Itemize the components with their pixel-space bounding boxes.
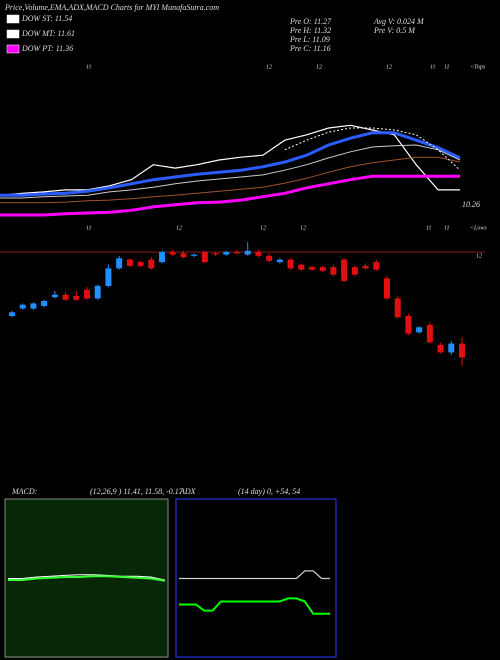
candle-body bbox=[201, 252, 208, 263]
series-line bbox=[0, 144, 461, 199]
legend-swatch bbox=[6, 14, 20, 24]
candle-body bbox=[30, 303, 37, 309]
candle-body bbox=[351, 267, 358, 275]
legend-swatch bbox=[6, 29, 20, 39]
series-line bbox=[284, 127, 461, 171]
macd-values: (12,26,9 ) 11.41, 11.58, -0.17 bbox=[90, 487, 184, 496]
legend-label: DOW MT: 11.61 bbox=[21, 29, 75, 38]
candle-body bbox=[148, 259, 155, 269]
tops-label: 11 bbox=[444, 64, 450, 70]
series-line bbox=[179, 597, 330, 615]
info: Pre L: 11.09 bbox=[289, 35, 330, 44]
candle-body bbox=[255, 252, 262, 256]
candle-body bbox=[212, 253, 219, 255]
candle-body bbox=[126, 259, 133, 266]
candle-body bbox=[62, 294, 69, 300]
lows-label: 12 bbox=[176, 225, 182, 231]
lows-label: 12 bbox=[300, 225, 306, 231]
tops-label: 12 bbox=[386, 64, 392, 70]
series-line bbox=[0, 156, 461, 204]
series-line bbox=[0, 174, 460, 217]
lows-label: 11 bbox=[86, 225, 92, 231]
candle-body bbox=[9, 312, 15, 317]
series-line bbox=[179, 570, 330, 580]
candle-body bbox=[266, 255, 273, 261]
candle-body bbox=[319, 267, 326, 271]
lows-label: <Lows bbox=[470, 225, 487, 231]
candle-body bbox=[191, 254, 198, 256]
tops-label: 12 bbox=[316, 64, 322, 70]
candle-body bbox=[426, 324, 433, 343]
lows-label: 11 bbox=[444, 225, 450, 231]
candle-body bbox=[84, 289, 90, 299]
last-value: 10.26 bbox=[462, 200, 480, 209]
adx-panel bbox=[175, 498, 337, 658]
candle-body bbox=[330, 267, 337, 275]
tops-label: 12 bbox=[266, 64, 272, 70]
legend: DOW ST: 11.54 DOW MT: 11.61 DOW PT: 11.36 bbox=[6, 14, 75, 54]
candle-body bbox=[73, 295, 80, 300]
candle-body bbox=[19, 304, 26, 309]
candle-body bbox=[362, 265, 369, 269]
tops-label: <Tops bbox=[470, 64, 486, 70]
candle-body bbox=[459, 343, 465, 358]
tops-label: 11 bbox=[430, 64, 436, 70]
candle-body bbox=[298, 264, 305, 270]
legend-label: DOW ST: 11.54 bbox=[21, 14, 72, 23]
info: Pre V: 0.5 M bbox=[373, 26, 416, 35]
level-label: 12 bbox=[476, 253, 482, 259]
candle-body bbox=[116, 258, 123, 269]
candle-body bbox=[437, 344, 444, 353]
candle-body bbox=[448, 343, 455, 353]
candle-body bbox=[159, 252, 165, 263]
tops-label: 11 bbox=[86, 64, 92, 70]
candle-body bbox=[41, 300, 48, 306]
legend-swatch bbox=[6, 44, 20, 54]
info: Pre O: 11.27 bbox=[289, 17, 332, 26]
info: Pre C: 11.16 bbox=[289, 44, 331, 53]
candle-body bbox=[234, 252, 240, 254]
candle-body bbox=[276, 259, 283, 263]
candle-body bbox=[394, 298, 401, 318]
info: Pre H: 11.32 bbox=[289, 26, 331, 35]
candle-body bbox=[373, 262, 380, 270]
candle-body bbox=[416, 327, 423, 333]
candle-body bbox=[180, 253, 187, 258]
adx-title: ADX bbox=[179, 487, 197, 496]
candle-body bbox=[105, 268, 112, 286]
series-line bbox=[0, 131, 461, 197]
macd-title: MACD: bbox=[11, 487, 38, 496]
adx-values: (14 day) 0, +54, 54 bbox=[238, 487, 300, 496]
candle-body bbox=[223, 252, 230, 255]
candle-body bbox=[169, 252, 176, 255]
candle-body bbox=[244, 250, 251, 255]
candle-body bbox=[94, 285, 101, 299]
candle-body bbox=[137, 262, 144, 266]
legend-label: DOW PT: 11.36 bbox=[21, 44, 73, 53]
candle-body bbox=[287, 259, 294, 269]
candle-body bbox=[384, 278, 390, 299]
chart-title: Price,Volume,EMA,ADX,MACD Charts for MYI… bbox=[4, 3, 219, 12]
candle-body bbox=[405, 316, 412, 334]
lows-label: 12 bbox=[260, 225, 266, 231]
lows-label: 11 bbox=[426, 225, 432, 231]
macd-panel bbox=[4, 498, 169, 658]
candle-body bbox=[341, 259, 348, 281]
candle-body bbox=[309, 267, 315, 270]
series-line bbox=[8, 575, 166, 582]
info: Avg V: 0.024 M bbox=[373, 17, 425, 26]
series-line bbox=[8, 574, 166, 581]
candle-body bbox=[51, 294, 58, 298]
